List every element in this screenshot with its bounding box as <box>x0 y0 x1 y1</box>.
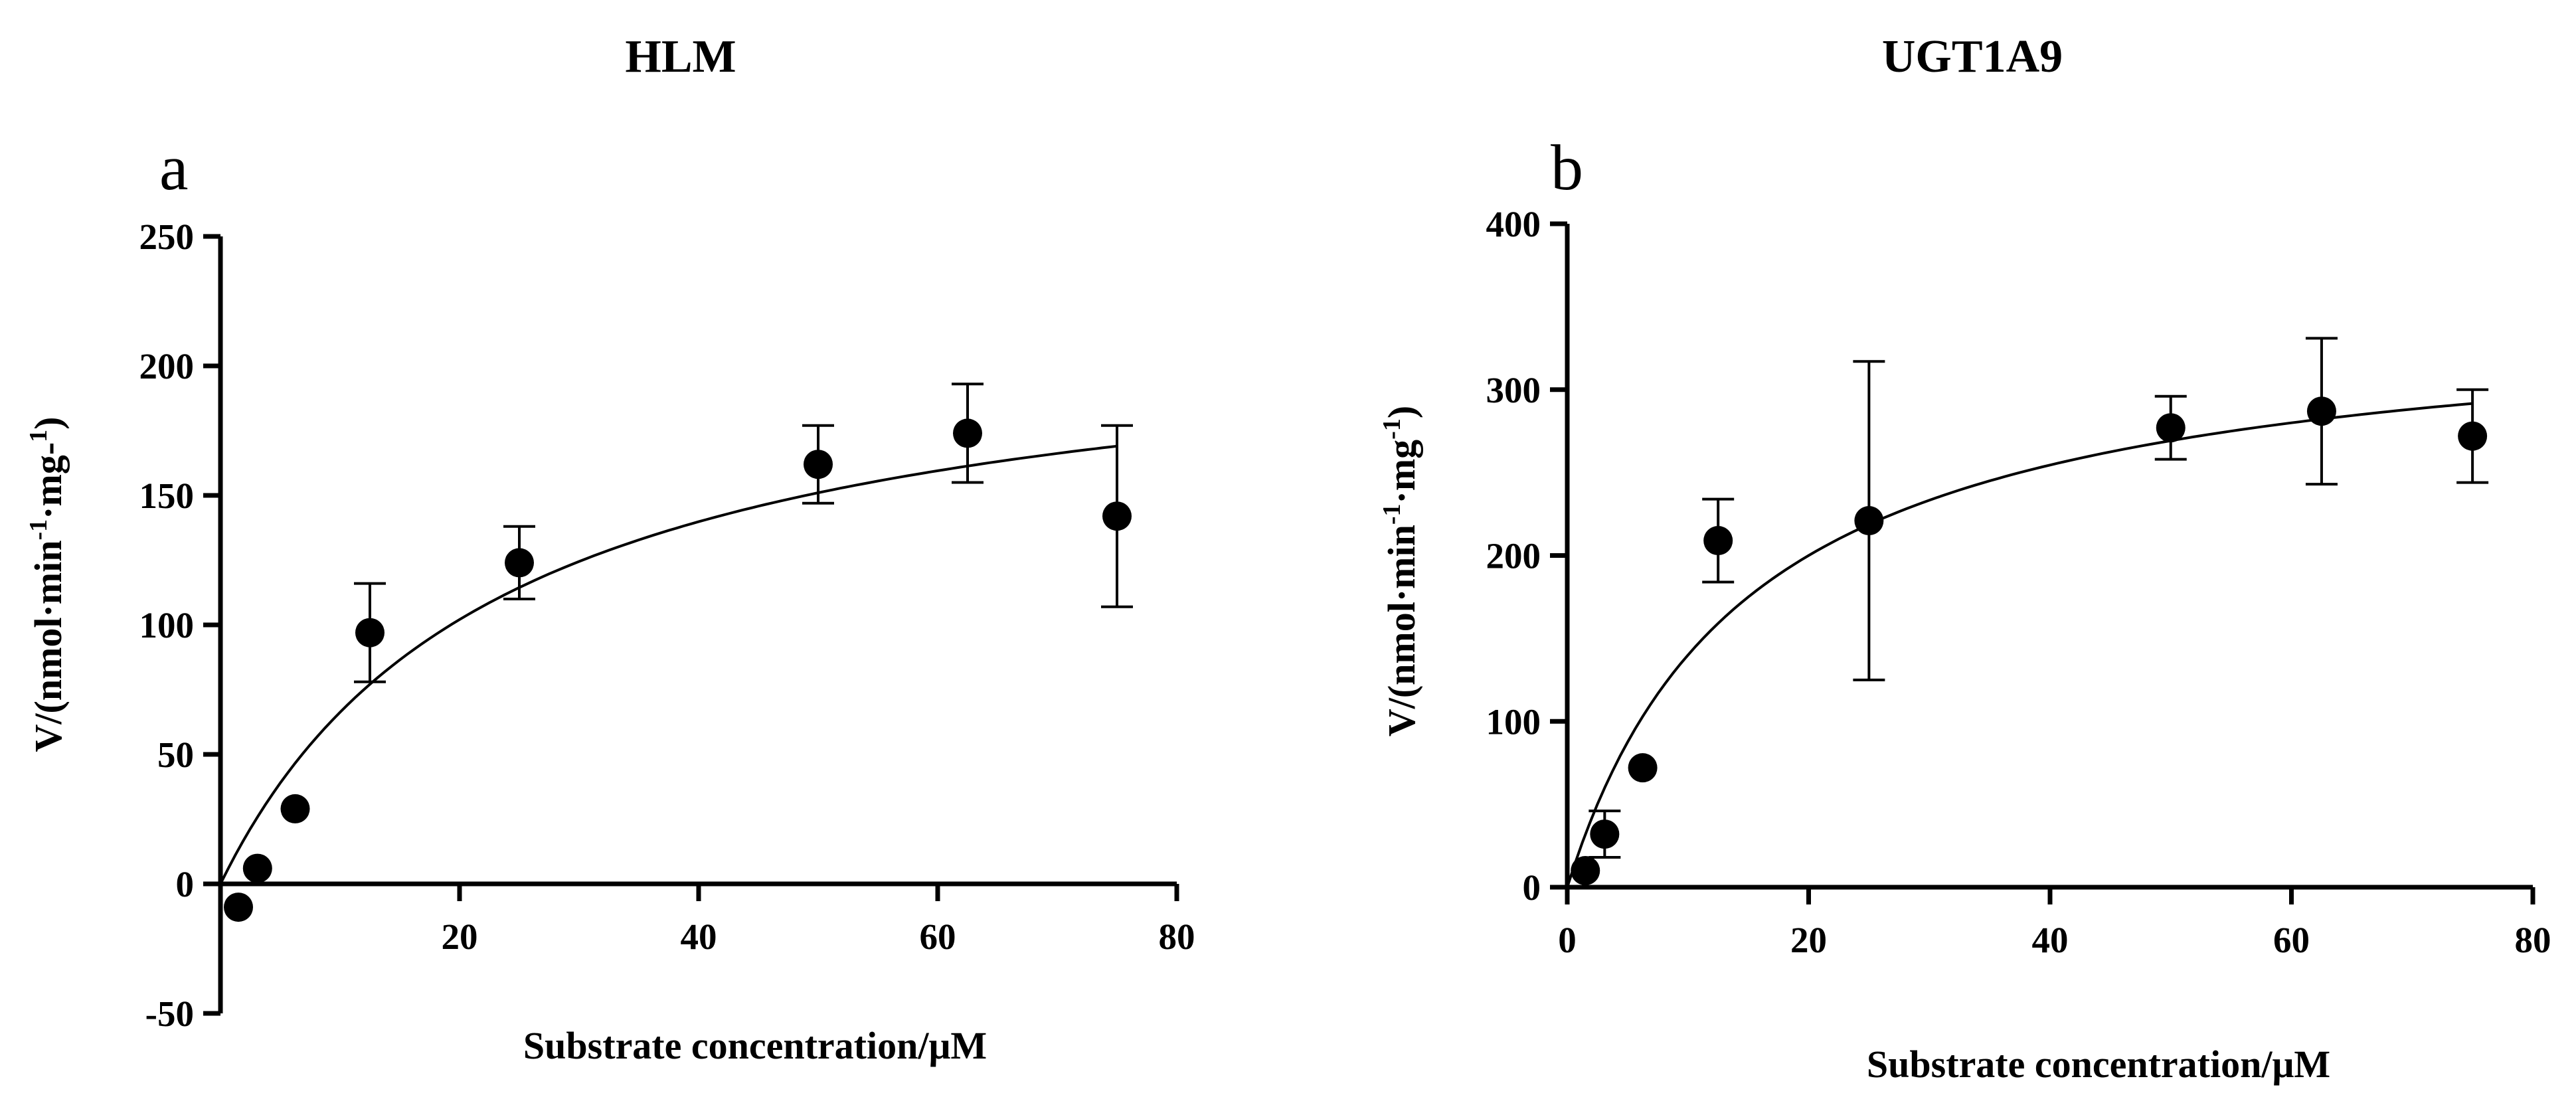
panel-b: UGT1A9 b 0 100 200 300 400 0 20 40 60 80 Substrat… <box>1378 31 2551 1086</box>
panel-b-ylabel-sup1: -1 <box>1378 503 1406 525</box>
panel-a-title: HLM <box>625 31 736 82</box>
panel-b-ylabel-mid: ·mg <box>1380 440 1423 504</box>
panel-b-data-point <box>2156 413 2186 443</box>
panel-b-ylabel-prefix: V/(nmol·min <box>1380 525 1423 736</box>
panel-b-data-point <box>1590 819 1620 849</box>
panel-b-title: UGT1A9 <box>1882 31 2063 82</box>
panel-b-data-point <box>1854 506 1884 536</box>
panel-a-y-axis-label: V/(nmol·min-1·mg-1) <box>25 417 70 752</box>
panel-a-data-point <box>280 794 310 823</box>
panel-b-y-tick-label: 0 <box>1523 867 1541 908</box>
panel-a-data-point <box>224 893 253 922</box>
panel-b-x-tick-label: 40 <box>2032 920 2069 960</box>
panel-a-x-tick-label: 60 <box>920 916 956 957</box>
panel-a-data-point <box>804 450 833 479</box>
panel-a-data-point <box>355 618 385 647</box>
panel-a-ylabel-suffix: ) <box>27 417 70 430</box>
panel-b-y-tick-label: 300 <box>1486 370 1541 410</box>
panel-b-y-axis-label: V/(nmol·min-1·mg-1) <box>1378 406 1423 736</box>
panel-b-axes: 0 100 200 300 400 0 20 40 60 80 <box>1486 204 2551 960</box>
panel-b-data-point <box>1571 856 1600 886</box>
panel-a-data-point <box>505 548 534 578</box>
panel-a-y-tick-label: 200 <box>139 346 195 386</box>
panel-a-data-point <box>242 853 272 883</box>
panel-a-y-tick-label: 0 <box>176 864 195 904</box>
panel-a-x-tick-label: 20 <box>442 916 478 957</box>
panel-a-axes: -50 0 50 100 150 200 250 20 40 60 80 <box>139 216 1195 1034</box>
panel-a-data-point <box>1102 501 1132 531</box>
panel-b-data-point <box>1628 753 1658 783</box>
panel-a-x-tick-label: 80 <box>1159 916 1195 957</box>
panel-a-y-tick-label: 50 <box>157 734 194 775</box>
panel-b-y-tick-label: 200 <box>1486 536 1541 576</box>
panel-a-y-tick-label: 150 <box>139 475 195 516</box>
panel-b-ylabel-sup2: -1 <box>1378 418 1406 440</box>
panel-b-y-tick-label: 400 <box>1486 204 1541 244</box>
panel-b-x-axis-label: Substrate concentration/μM <box>1867 1043 2330 1086</box>
panel-a-letter: a <box>159 132 189 204</box>
panel-b-x-tick-label: 80 <box>2515 920 2551 960</box>
panel-a-ylabel-prefix: V/(nmol·min <box>27 540 70 752</box>
panel-b-data-point <box>1703 526 1733 556</box>
panel-b-y-tick-label: 100 <box>1486 701 1541 742</box>
panel-a-fit-curve <box>219 444 1118 885</box>
panel-a-y-tick-label: -50 <box>145 993 194 1034</box>
panel-a-ylabel-sup1: -1 <box>25 519 52 541</box>
panel-a-y-tick-label: 100 <box>139 605 195 645</box>
panel-b-data-point <box>2458 421 2488 451</box>
panel-a: HLM a -50 0 50 100 150 200 250 20 40 60 80 Substra… <box>25 31 1195 1067</box>
panel-b-fit-curve <box>1566 402 2473 888</box>
panel-a-x-axis-label: Substrate concentration/μM <box>523 1024 987 1067</box>
panel-b-x-tick-label: 60 <box>2273 920 2310 960</box>
panel-b-x-tick-label: 20 <box>1790 920 1827 960</box>
panel-b-ylabel-suffix: ) <box>1380 406 1423 418</box>
panel-b-letter: b <box>1551 132 1583 204</box>
panel-b-x-tick-label: 0 <box>1558 920 1577 960</box>
panel-a-ylabel-mid: ·mg- <box>27 442 70 519</box>
panel-b-data-point <box>2306 396 2336 426</box>
panel-a-x-tick-label: 40 <box>681 916 717 957</box>
panel-a-data-point <box>953 418 982 448</box>
panel-a-ylabel-sup2: 1 <box>25 430 52 442</box>
panel-a-y-tick-label: 250 <box>139 216 195 257</box>
